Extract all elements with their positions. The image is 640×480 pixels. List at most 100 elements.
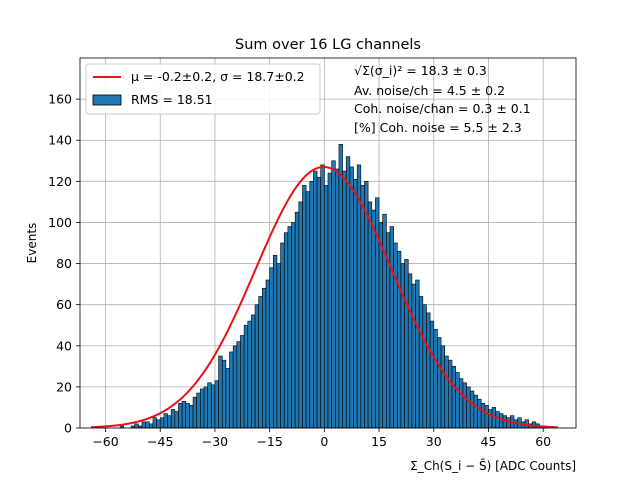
- gaussian-fit-curve: [90, 165, 558, 429]
- plot-frame: [79, 57, 577, 429]
- y-tick-label: 80: [56, 256, 72, 271]
- histogram-bar: [283, 232, 289, 429]
- histogram-bar: [167, 415, 172, 429]
- histogram-bar: [163, 413, 168, 429]
- y-tick-label: 120: [48, 174, 72, 189]
- histogram-bar: [272, 255, 278, 429]
- histogram-bar: [265, 279, 270, 429]
- x-tick-label: 0: [320, 434, 328, 449]
- y-tick-label: 60: [56, 297, 72, 312]
- histogram-bar: [189, 405, 194, 429]
- histogram-bar: [356, 164, 362, 429]
- histogram-bar: [378, 222, 384, 429]
- histogram-bar: [170, 409, 176, 429]
- annotation-total-noise: √Σ(σ_i)² = 18.3 ± 0.3: [354, 63, 487, 78]
- histogram-bar: [458, 378, 464, 429]
- histogram-bar: [305, 191, 311, 429]
- annotation-coh-noise-percent: [%] Coh. noise = 5.5 ± 2.3: [354, 120, 522, 135]
- histogram-bar: [210, 384, 216, 429]
- histogram-bar: [309, 181, 314, 429]
- histogram-bar: [411, 283, 416, 429]
- histogram-bar: [473, 394, 478, 429]
- histogram-bar: [502, 415, 508, 429]
- histogram-bar: [382, 213, 387, 429]
- histogram-bar: [178, 403, 183, 429]
- histogram-bar: [462, 382, 467, 429]
- y-tick-label: 100: [48, 215, 72, 230]
- histogram-bar: [404, 259, 409, 429]
- annotation-coh-noise-chan: Coh. noise/chan = 0.3 ± 0.1: [354, 101, 531, 116]
- histogram-bar: [291, 222, 296, 429]
- histogram-bar: [269, 267, 274, 429]
- histogram-bar: [185, 403, 190, 429]
- histogram-bar: [444, 355, 449, 429]
- annotation-avg-noise: Av. noise/ch = 4.5 ± 0.2: [354, 83, 505, 98]
- histogram-bar: [353, 178, 358, 429]
- histogram-bar: [367, 201, 373, 429]
- chart-title: Sum over 16 LG channels: [235, 37, 421, 53]
- histogram-bar: [174, 411, 179, 429]
- x-axis-label: Σ_Ch(S_i − S̄) [ADC Counts]: [410, 459, 576, 473]
- histogram-bar: [181, 400, 187, 429]
- histogram-bar: [371, 209, 376, 429]
- histogram-bar: [407, 273, 413, 429]
- histogram-bar: [506, 417, 511, 429]
- y-tick-label: 40: [56, 338, 72, 353]
- histogram-bar: [455, 372, 460, 429]
- histogram-bar: [331, 160, 336, 429]
- x-tick-label: 60: [535, 434, 551, 449]
- histogram-bar: [334, 168, 340, 429]
- histogram-bar: [495, 411, 500, 429]
- y-axis-ticks: 0 20 40 60 80 100 120 140 160: [48, 92, 80, 436]
- histogram-bar: [287, 226, 292, 429]
- histogram-bar: [298, 201, 303, 429]
- histogram-bar: [221, 359, 227, 429]
- x-axis-ticks: −60 −45 −30 −15 0 15 30 45 60: [92, 428, 551, 449]
- x-tick-label: 45: [481, 434, 497, 449]
- histogram-bar: [134, 423, 139, 429]
- histogram-bar: [276, 263, 281, 429]
- histogram-bar: [437, 337, 442, 429]
- histogram-bar: [280, 242, 285, 429]
- histogram-bar: [393, 242, 398, 429]
- x-tick-label: −60: [92, 434, 118, 449]
- legend-box: [85, 63, 321, 115]
- y-tick-label: 20: [56, 379, 72, 394]
- histogram-bar: [429, 320, 435, 429]
- histogram-bar: [433, 329, 438, 429]
- y-axis-label: Events: [25, 223, 39, 264]
- histogram-bar: [192, 396, 198, 429]
- histogram-bar: [327, 172, 332, 429]
- histogram-bar: [499, 413, 504, 429]
- histogram-bar: [342, 170, 347, 429]
- histogram-bar: [218, 355, 223, 429]
- histogram-bar: [364, 181, 369, 429]
- histogram-bar: [254, 304, 260, 429]
- x-tick-label: −45: [147, 434, 173, 449]
- y-tick-label: 140: [48, 133, 72, 148]
- histogram-bar: [469, 390, 475, 429]
- histogram-bar: [324, 185, 329, 429]
- histogram-bar: [480, 403, 486, 429]
- histogram-bar: [389, 226, 394, 429]
- histogram-bar: [302, 185, 307, 429]
- histogram-bar: [360, 185, 365, 429]
- histogram-bar: [477, 398, 482, 429]
- x-tick-label: 15: [371, 434, 387, 449]
- histogram-bar: [345, 156, 351, 429]
- histogram-bar: [236, 341, 241, 429]
- legend-rms-label: RMS = 18.51: [131, 92, 213, 107]
- histogram-bar: [214, 380, 219, 429]
- histogram-bar: [251, 314, 256, 429]
- histogram-bar: [196, 392, 201, 429]
- histogram-bar: [400, 263, 405, 429]
- legend-rms-patch-swatch: [92, 94, 122, 106]
- histogram-bar: [203, 386, 208, 429]
- histogram-bar: [262, 287, 267, 429]
- histogram-bar: [258, 296, 263, 429]
- y-tick-label: 0: [64, 421, 72, 436]
- histogram-bar: [415, 279, 420, 429]
- histogram-bar: [448, 359, 453, 429]
- histogram-bar: [240, 335, 245, 429]
